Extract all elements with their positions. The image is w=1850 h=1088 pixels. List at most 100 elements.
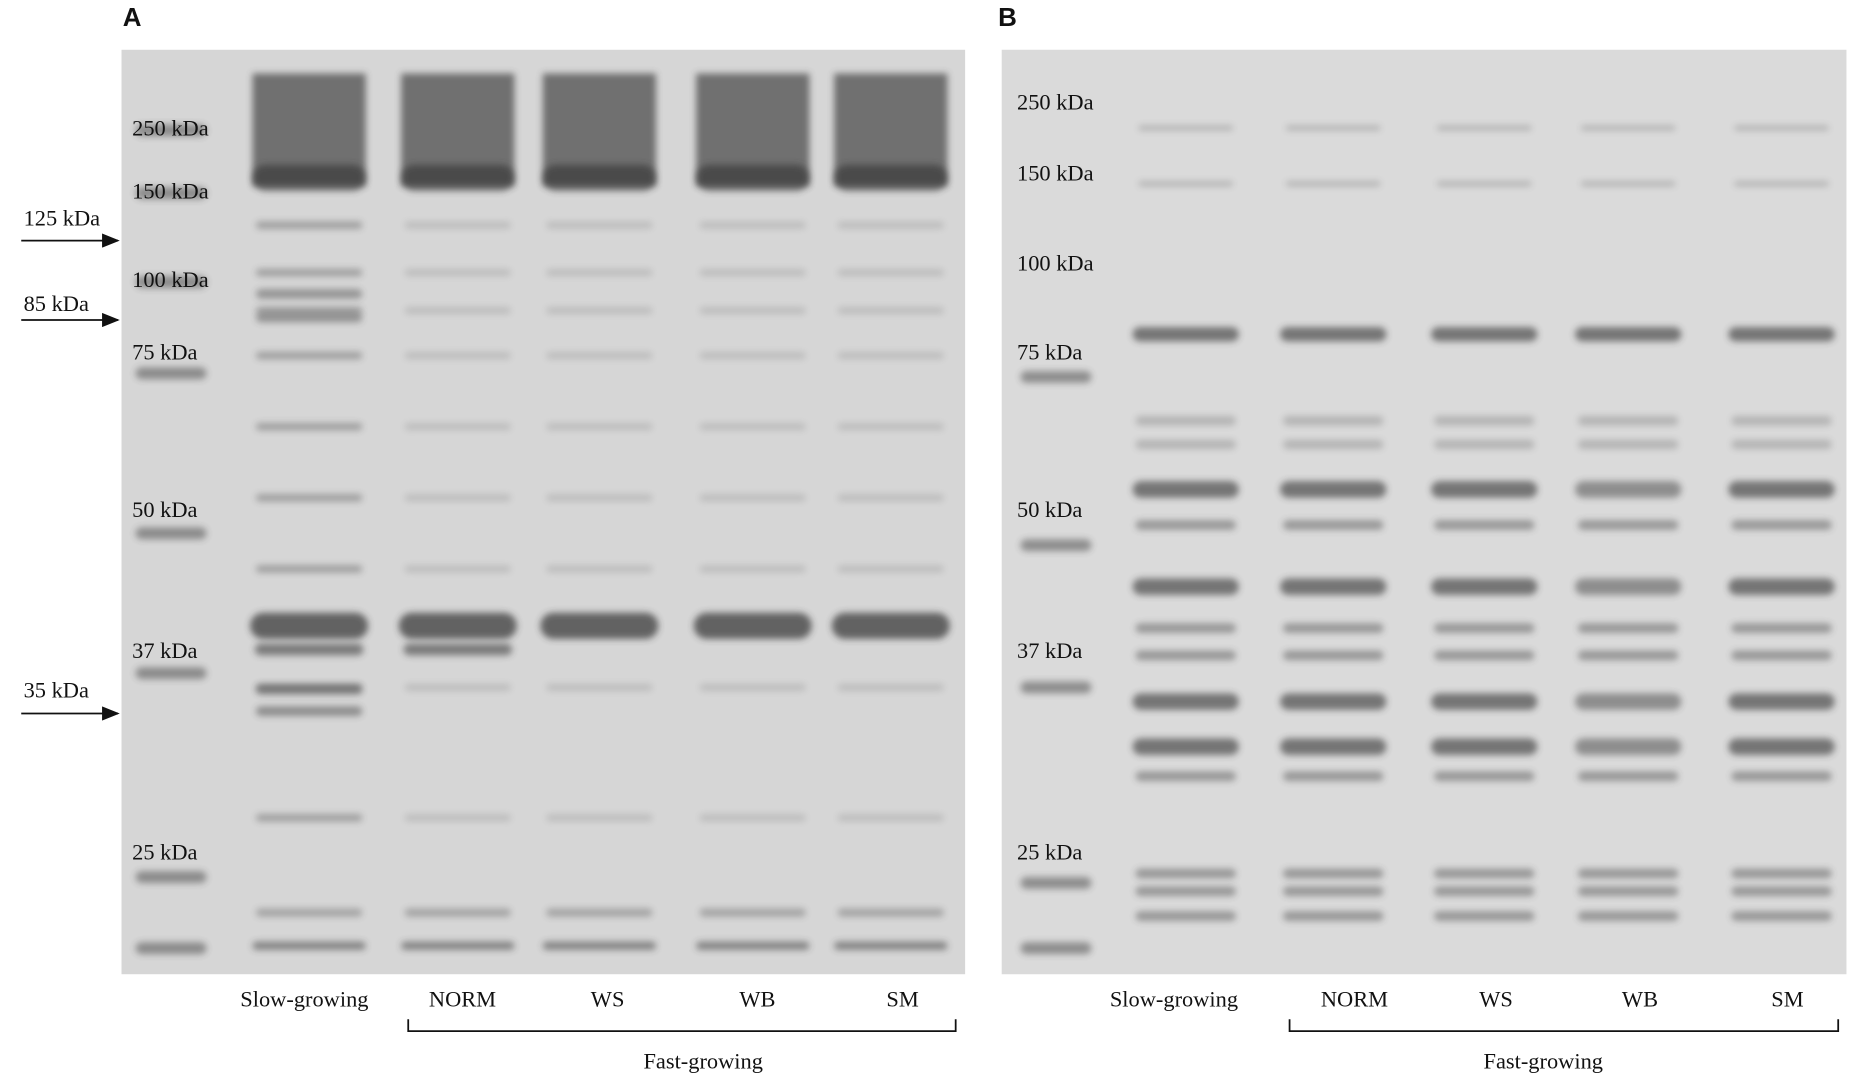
band [1020,942,1092,955]
band [404,565,511,573]
band [1431,327,1538,342]
band [546,352,653,360]
bracket [1288,1019,1840,1032]
band [1578,911,1679,921]
band [1575,481,1682,498]
band [256,289,363,299]
band [1283,416,1384,426]
panel-label: A [123,2,142,32]
band [542,941,656,950]
band [699,565,806,573]
band [1283,650,1384,661]
marker-label: 100 kDa [1017,251,1094,276]
band [1138,181,1233,187]
band [1286,181,1381,187]
band [1728,481,1835,498]
band [837,269,944,277]
band [837,423,944,431]
band [699,352,806,360]
band [1132,578,1239,595]
band [699,908,806,917]
band [1434,439,1535,450]
marker-label: 25 kDa [132,840,197,865]
marker-label: 150 kDa [132,178,209,203]
band [1431,693,1538,710]
band [135,367,207,380]
band [256,352,363,360]
band [546,683,653,691]
marker-label: 50 kDa [1017,497,1082,522]
band [699,306,806,315]
band [546,908,653,917]
band [1286,125,1381,131]
band [1437,125,1532,131]
bracket [407,1019,957,1032]
band [546,565,653,573]
band [135,871,207,883]
band [1434,520,1535,530]
band [135,276,207,288]
band [1434,886,1535,896]
band [1728,578,1835,595]
band [401,164,515,191]
band [1434,416,1535,426]
band [1580,125,1676,131]
band [1731,771,1832,782]
band [135,124,207,137]
band [1578,650,1679,661]
band [404,814,511,822]
group-label: Fast-growing [1484,1048,1603,1073]
band [1020,539,1092,552]
band [1431,738,1538,755]
marker-label: 37 kDa [132,638,197,663]
band [546,306,653,315]
band [542,164,656,191]
band [1728,738,1835,755]
band [256,312,363,323]
band [1731,868,1832,879]
band [699,683,806,691]
band [1434,868,1535,879]
band [834,164,948,191]
band [1731,623,1832,633]
band [1437,181,1532,187]
band [837,352,944,360]
band [1434,911,1535,921]
band [256,814,363,822]
band [1578,886,1679,896]
band [404,221,511,229]
band [696,164,810,191]
marker-label: 50 kDa [132,497,197,522]
gel-b [1001,49,1847,975]
arrow-label: 125 kDa [24,206,101,231]
band [1280,738,1387,755]
band [256,269,363,277]
lane-label: SM [886,987,918,1012]
band [837,221,944,229]
lane-label: WB [739,987,775,1012]
band [1575,693,1682,710]
band [1132,693,1239,710]
group-label: Fast-growing [643,1048,762,1073]
band [837,494,944,502]
band [1135,623,1236,633]
band [135,667,207,680]
marker-label: 25 kDa [1017,840,1082,865]
band [1280,693,1387,710]
band [404,306,511,315]
band [546,423,653,431]
lane-label: Slow-growing [1110,987,1238,1012]
band [256,423,363,431]
marker-label: 100 kDa [132,267,209,292]
band [1578,439,1679,450]
band [135,187,207,200]
band [693,612,812,639]
band [250,612,369,639]
band [1020,370,1092,383]
band [1280,327,1387,342]
band [404,908,511,917]
band [1135,771,1236,782]
band [1731,520,1832,530]
band [699,269,806,277]
